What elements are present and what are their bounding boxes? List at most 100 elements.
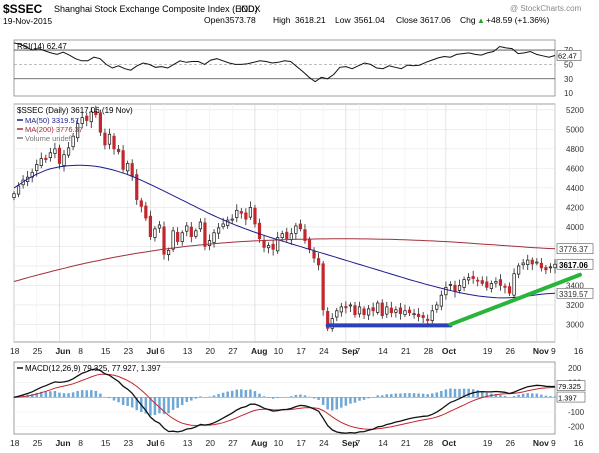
candle-body	[230, 218, 234, 221]
candle-body	[157, 224, 162, 229]
macd-histogram-bar	[440, 390, 443, 398]
candle-body	[148, 215, 152, 238]
candle-body	[116, 148, 121, 153]
rsi-label: RSI(14) 62.47	[17, 42, 67, 51]
candle-body	[126, 163, 130, 172]
price-tag-text: 3617.06	[559, 261, 588, 270]
candle-body	[371, 307, 375, 312]
macd-histogram-bar	[121, 397, 125, 406]
macd-tag-text: 79.325	[558, 382, 581, 391]
price-frame	[13, 103, 556, 343]
macd-histogram-bar	[362, 397, 366, 400]
macd-histogram-bar	[385, 394, 389, 398]
price-tick: 4800	[566, 145, 584, 154]
candle-body	[385, 306, 389, 315]
x-tick-label: Aug	[251, 346, 268, 356]
macd-histogram-bar	[280, 397, 284, 398]
macd-histogram-bar	[426, 394, 429, 398]
candle-body	[212, 232, 216, 243]
candle-body	[503, 285, 507, 288]
candle-body	[362, 308, 366, 316]
macd-histogram-bar	[49, 391, 52, 398]
candle-body	[180, 232, 184, 242]
rsi-value-text: 62.47	[558, 51, 577, 60]
macd-histogram-bar	[180, 397, 184, 406]
macd-histogram-bar	[158, 397, 161, 414]
x-tick-label: Jul	[146, 346, 158, 356]
candle-body	[112, 135, 116, 150]
price-tick: 3400	[566, 281, 584, 290]
candle-body	[521, 262, 525, 266]
macd-histogram-bar	[335, 397, 339, 410]
price-tick: 3200	[566, 301, 584, 310]
candle-body	[94, 111, 98, 116]
chg-label: Chg	[460, 15, 476, 25]
x-tick-label: 17	[296, 346, 306, 356]
macd-tick: -200	[568, 423, 585, 432]
macd-histogram-bar	[53, 390, 57, 398]
x-tick-label: Oct	[442, 346, 456, 356]
macd-histogram-bar	[67, 393, 70, 398]
candle-body	[176, 232, 180, 242]
macd-histogram-bar	[458, 388, 461, 398]
date-label: 19-Nov-2015	[3, 16, 52, 26]
candle-body	[185, 225, 189, 232]
candle-body	[89, 111, 93, 123]
rsi-line	[13, 42, 556, 83]
candle-body	[462, 279, 466, 288]
macd-tag	[556, 391, 586, 403]
macd-histogram-bar	[367, 397, 370, 399]
candle-body	[289, 233, 293, 241]
macd-histogram-bar	[531, 393, 534, 398]
candle-body	[421, 315, 425, 318]
macd-histogram-bar	[462, 388, 466, 398]
macd-tick: -100	[568, 408, 585, 417]
macd-histogram-bar	[544, 395, 548, 398]
macd-histogram-bar	[135, 397, 138, 411]
macd-histogram-bar	[421, 393, 425, 398]
x-tick-label: 28	[424, 438, 434, 448]
chg-arrow-icon: ▲	[477, 16, 485, 25]
watermark: @ StockCharts.com	[510, 4, 582, 13]
price-tick: 4000	[566, 223, 584, 232]
macd-histogram-bar	[508, 397, 511, 398]
x-tick-label: 8	[78, 346, 83, 356]
macd-histogram-bar	[226, 391, 229, 398]
candle-body	[48, 152, 52, 158]
x-tick-label: 19	[483, 438, 493, 448]
candle-body	[312, 250, 316, 259]
candle-body	[526, 259, 530, 265]
x-tick-label: 6	[160, 346, 165, 356]
x-tick-label: 20	[205, 438, 215, 448]
macd-histogram-bar	[499, 394, 502, 398]
price-tick: 4400	[566, 184, 584, 193]
legend-item: MA(50) 3319.57	[25, 116, 79, 125]
candle-body	[130, 163, 134, 177]
macd-histogram-bar	[76, 391, 79, 398]
candle-body	[207, 240, 212, 246]
macd-histogram-bar	[90, 390, 93, 398]
x-tick-label: 28	[424, 346, 434, 356]
macd-histogram-bar	[40, 391, 43, 398]
macd-histogram-bar	[130, 397, 134, 408]
x-tick-label: 21	[401, 438, 411, 448]
rsi-tick: 30	[564, 75, 573, 84]
macd-histogram-bar	[449, 388, 452, 398]
x-tick-label: 16	[574, 438, 584, 448]
candle-body	[530, 259, 534, 265]
macd-histogram-bar	[235, 389, 239, 398]
close-value: 3617.06	[420, 15, 451, 25]
candle-body	[62, 154, 66, 166]
candle-body	[457, 285, 462, 291]
candle-body	[448, 284, 453, 286]
candle-body	[266, 245, 271, 249]
macd-histogram-bar	[376, 395, 379, 398]
x-tick-label: 7	[356, 346, 361, 356]
macd-histogram-bar	[521, 393, 525, 398]
macd-histogram-bar	[185, 397, 189, 402]
x-tick-label: 15	[101, 438, 111, 448]
candle-body	[235, 209, 239, 218]
macd-histogram-bar	[394, 393, 398, 398]
